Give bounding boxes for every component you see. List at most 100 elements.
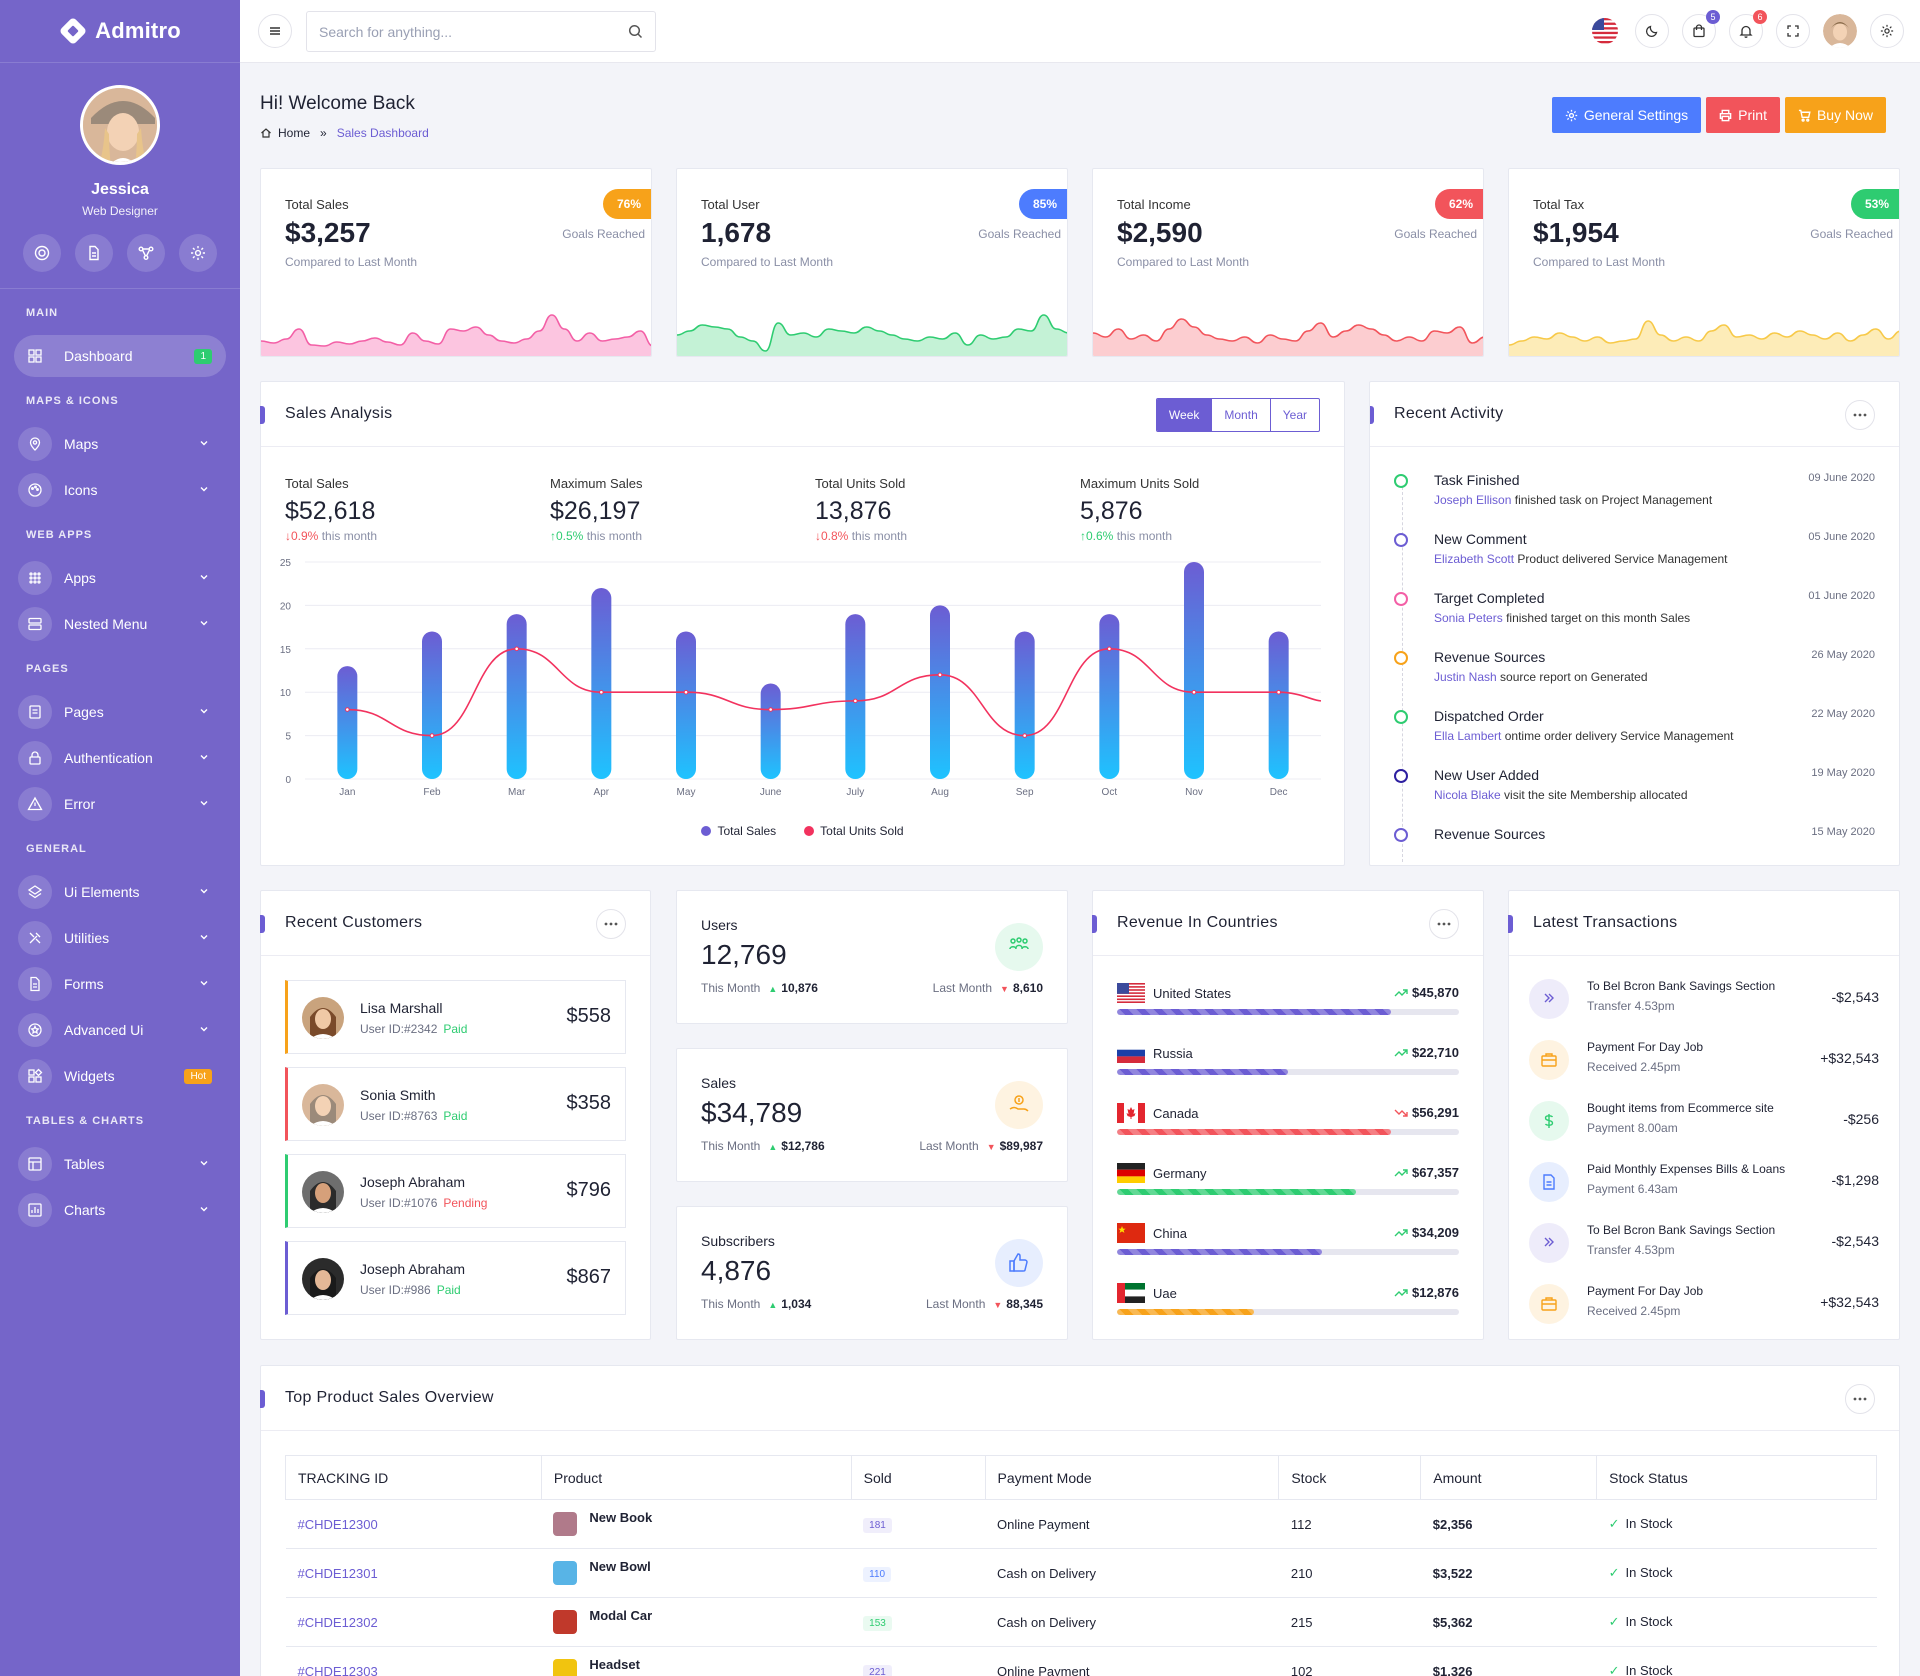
progress-bar — [1117, 1009, 1459, 1015]
kpi-label: Total Sales — [285, 197, 349, 212]
breadcrumb-home[interactable]: Home — [278, 126, 311, 140]
customer-item[interactable]: Lisa Marshall User ID:#2342 Paid $558 — [285, 980, 626, 1054]
tracking-id[interactable]: #CHDE12303 — [285, 1646, 542, 1676]
activity-user[interactable]: Sonia Peters — [1434, 611, 1503, 625]
sidebar-item-advanced-ui[interactable]: Advanced Ui — [14, 1009, 226, 1051]
notifications-button[interactable]: 6 — [1729, 10, 1767, 48]
tab-week[interactable]: Week — [1156, 399, 1212, 431]
country-row-canada: Canada $56,291 — [1117, 1103, 1459, 1143]
briefcase-icon — [1529, 1040, 1569, 1080]
more-options-button[interactable] — [1845, 1384, 1875, 1414]
user-avatar[interactable] — [1823, 14, 1857, 48]
column-header[interactable]: Stock — [1278, 1455, 1422, 1500]
product-name: New Bowl — [589, 1558, 651, 1574]
transaction-item[interactable]: Bought items from Ecommerce site Payment … — [1529, 1095, 1879, 1153]
stat-change: ↑0.5% this month — [550, 529, 642, 543]
more-options-button[interactable] — [596, 909, 626, 939]
bell-icon — [1739, 25, 1753, 38]
settings-button[interactable] — [1870, 14, 1904, 48]
legend-total-sales[interactable]: Total Sales — [701, 824, 776, 838]
breadcrumb-current: Sales Dashboard — [336, 126, 429, 140]
sidebar-item-utilities[interactable]: Utilities — [14, 917, 226, 959]
sidebar-item-apps[interactable]: Apps — [14, 557, 226, 599]
customer-item[interactable]: Joseph Abraham User ID:#986 Paid $867 — [285, 1241, 626, 1315]
tab-month[interactable]: Month — [1211, 399, 1269, 431]
us-flag-icon[interactable] — [1588, 14, 1622, 48]
document-icon[interactable] — [75, 234, 113, 272]
customer-name: Sonia Smith — [360, 1087, 436, 1103]
activity-user[interactable]: Justin Nash — [1434, 670, 1497, 684]
x-tick-label: July — [846, 787, 864, 798]
sidebar-item-error[interactable]: Error — [14, 783, 226, 825]
more-options-button[interactable] — [1429, 909, 1459, 939]
sidebar-item-pages[interactable]: Pages — [14, 691, 226, 733]
transaction-item[interactable]: To Bel Bcron Bank Savings Section Transfe… — [1529, 973, 1879, 1031]
tab-year[interactable]: Year — [1269, 399, 1319, 431]
table-row[interactable]: #CHDE12300 New Book 181 Online Payment 112 $2… — [285, 1499, 1877, 1549]
more-options-button[interactable] — [1845, 400, 1875, 430]
logo[interactable]: Admitro — [0, 0, 240, 63]
sidebar-item-maps[interactable]: Maps — [14, 423, 226, 465]
sidebar-item-forms[interactable]: Forms — [14, 963, 226, 1005]
avatar[interactable] — [80, 85, 160, 165]
sidebar-item-icons[interactable]: Icons — [14, 469, 226, 511]
sidebar-item-dashboard[interactable]: Dashboard 1 — [14, 335, 226, 377]
tracking-id[interactable]: #CHDE12302 — [285, 1597, 542, 1647]
buy-now-button[interactable]: Buy Now — [1784, 97, 1886, 133]
legend-total-units-sold[interactable]: Total Units Sold — [804, 824, 904, 838]
cart-button[interactable]: 5 — [1682, 10, 1720, 48]
stat-change-value: 0.9% — [291, 529, 319, 543]
activity-user[interactable]: Ella Lambert — [1434, 729, 1502, 743]
product-cell: New Bowl — [541, 1548, 852, 1598]
tracking-id[interactable]: #CHDE12301 — [285, 1548, 542, 1598]
apps-icon — [18, 561, 52, 595]
sold-cell: 221 — [851, 1646, 986, 1676]
sidebar-item-tables[interactable]: Tables — [14, 1143, 226, 1185]
column-header[interactable]: Product — [540, 1455, 852, 1500]
transaction-item[interactable]: Payment For Day Job Received 2.45pm +$32,5… — [1529, 1034, 1879, 1092]
chart-icon — [18, 1193, 52, 1227]
column-header[interactable]: TRACKING ID — [285, 1455, 542, 1500]
menu-section-title: PAGES — [26, 663, 69, 675]
general-settings-button[interactable]: General Settings — [1551, 97, 1702, 133]
search-icon[interactable] — [628, 24, 643, 39]
chevron-down-icon — [198, 1203, 210, 1215]
transaction-item[interactable]: Paid Monthly Expenses Bills & Loans Payme… — [1529, 1156, 1879, 1214]
sidebar-item-widgets[interactable]: Widgets Hot — [14, 1055, 226, 1097]
customer-item[interactable]: Sonia Smith User ID:#8763 Paid $358 — [285, 1067, 626, 1141]
tracking-id[interactable]: #CHDE12300 — [285, 1499, 542, 1549]
sidebar-item-ui-elements[interactable]: Ui Elements — [14, 871, 226, 913]
transaction-item[interactable]: Payment For Day Job Received 2.45pm +$32,5… — [1529, 1278, 1879, 1336]
chevron-down-icon — [198, 1157, 210, 1169]
activity-user[interactable]: Elizabeth Scott — [1434, 552, 1515, 566]
table-row[interactable]: #CHDE12303 Headset 221 Online Payment 102 $1,… — [285, 1646, 1877, 1676]
sidebar-item-label: Authentication — [64, 750, 153, 766]
sidebar-item-charts[interactable]: Charts — [14, 1189, 226, 1231]
support-icon[interactable] — [23, 234, 61, 272]
product-name: Modal Car — [589, 1607, 653, 1623]
table-row[interactable]: #CHDE12301 New Bowl 110 Cash on Delivery 210… — [285, 1548, 1877, 1598]
activity-user[interactable]: Nicola Blake — [1434, 788, 1501, 802]
dark-mode-button[interactable] — [1635, 14, 1669, 48]
gear-icon[interactable] — [179, 234, 217, 272]
column-header[interactable]: Amount — [1420, 1455, 1598, 1500]
status-badge: Paid — [436, 1283, 461, 1297]
search-input[interactable] — [319, 23, 628, 40]
payment-mode: Cash on Delivery — [985, 1597, 1279, 1647]
sold-badge: 153 — [863, 1615, 892, 1631]
sidebar-item-authentication[interactable]: Authentication — [14, 737, 226, 779]
fullscreen-button[interactable] — [1776, 14, 1810, 48]
customer-item[interactable]: Joseph Abraham User ID:#1076 Pending $796 — [285, 1154, 626, 1228]
activity-user[interactable]: Joseph Ellison — [1434, 493, 1512, 507]
menu-toggle-button[interactable] — [258, 14, 292, 48]
table-row[interactable]: #CHDE12302 Modal Car 153 Cash on Delivery 21… — [285, 1597, 1877, 1647]
print-button[interactable]: Print — [1706, 97, 1780, 133]
transaction-item[interactable]: To Bel Bcron Bank Savings Section Transfe… — [1529, 1217, 1879, 1275]
column-header[interactable]: Sold — [850, 1455, 986, 1500]
activity-title: Dispatched Order — [1434, 708, 1544, 724]
column-header[interactable]: Payment Mode — [984, 1455, 1280, 1500]
column-header[interactable]: Stock Status — [1596, 1455, 1877, 1500]
sidebar-item-nested-menu[interactable]: Nested Menu — [14, 603, 226, 645]
share-icon[interactable] — [127, 234, 165, 272]
arrow-down-icon: ↓ — [285, 529, 291, 543]
